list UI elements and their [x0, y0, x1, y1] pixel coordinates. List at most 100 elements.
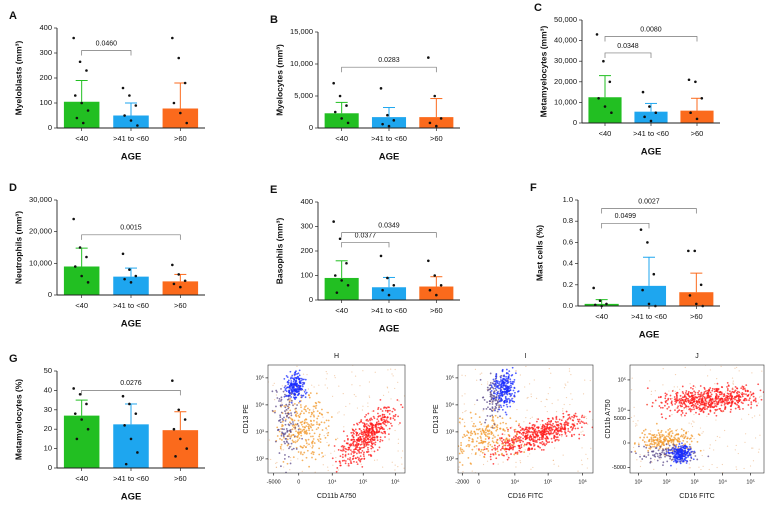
- event-dot: [362, 430, 365, 433]
- event-dot: [665, 393, 668, 396]
- data-point: [81, 121, 85, 125]
- event-dot: [371, 450, 373, 452]
- event-dot: [709, 444, 711, 446]
- event-dot: [341, 453, 344, 456]
- event-dot: [533, 436, 536, 439]
- event-dot: [571, 415, 573, 418]
- event-dot: [511, 374, 514, 376]
- event-dot: [667, 398, 669, 401]
- event-dot: [548, 427, 551, 430]
- event-dot: [639, 465, 642, 468]
- event-dot: [479, 430, 482, 433]
- event-dot: [708, 468, 710, 471]
- event-dot: [559, 429, 561, 432]
- data-point: [654, 111, 658, 114]
- event-dot: [346, 435, 349, 437]
- event-dot: [467, 456, 470, 459]
- event-dot: [665, 435, 668, 438]
- event-dot: [726, 386, 728, 388]
- event-dot: [357, 443, 360, 446]
- x-tick-label: >60: [174, 474, 187, 483]
- event-dot: [593, 405, 595, 407]
- event-dot: [513, 400, 516, 403]
- y-tick-label: 100: [39, 98, 52, 107]
- event-dot: [349, 460, 352, 463]
- event-dot: [304, 432, 306, 435]
- event-dot: [396, 399, 399, 401]
- event-dot: [283, 377, 286, 380]
- event-dot: [287, 395, 290, 397]
- event-dot: [503, 375, 506, 378]
- event-dot: [301, 446, 304, 449]
- event-dot: [343, 426, 345, 428]
- event-dot: [675, 461, 678, 464]
- event-dot: [517, 424, 520, 427]
- event-dot: [493, 390, 496, 393]
- event-dot: [480, 439, 483, 442]
- event-dot: [462, 450, 465, 452]
- bar: [371, 287, 407, 300]
- event-dot: [675, 468, 678, 470]
- event-dot: [701, 394, 703, 396]
- event-dot: [546, 425, 548, 428]
- event-dot: [682, 429, 685, 432]
- event-dot: [506, 440, 509, 442]
- event-dot: [330, 416, 333, 418]
- event-dot: [659, 436, 661, 439]
- y-tick-label: 1.0: [563, 195, 573, 204]
- event-dot: [494, 448, 497, 451]
- event-dot: [730, 405, 732, 408]
- event-dot: [547, 393, 549, 395]
- event-dot: [758, 396, 761, 398]
- event-dot: [363, 438, 365, 441]
- event-dot: [356, 463, 359, 466]
- event-dot: [490, 401, 493, 404]
- event-dot: [499, 427, 501, 430]
- event-dot: [306, 449, 309, 452]
- event-dot: [274, 411, 276, 414]
- data-point: [179, 285, 182, 289]
- event-dot: [271, 409, 274, 412]
- data-point: [123, 277, 126, 281]
- event-dot: [507, 377, 510, 380]
- event-dot: [658, 447, 661, 450]
- event-dot: [639, 436, 642, 439]
- event-dot: [570, 419, 572, 421]
- event-dot: [278, 419, 281, 422]
- event-dot: [336, 467, 339, 469]
- event-dot: [494, 447, 497, 450]
- event-dot: [715, 410, 717, 412]
- event-dot: [486, 415, 489, 417]
- event-dot: [321, 456, 323, 459]
- event-dot: [522, 440, 524, 443]
- event-dot: [689, 395, 692, 398]
- event-dot: [528, 437, 531, 440]
- event-dot: [676, 396, 678, 399]
- event-dot: [725, 402, 727, 405]
- event-dot: [662, 438, 665, 441]
- event-dot: [709, 411, 711, 413]
- event-dot: [343, 414, 345, 416]
- event-dot: [555, 431, 557, 434]
- event-dot: [546, 410, 548, 413]
- event-dot: [330, 452, 332, 454]
- event-dot: [512, 447, 514, 449]
- bar: [63, 101, 100, 128]
- event-dot: [651, 401, 654, 404]
- event-dot: [296, 394, 299, 397]
- event-dot: [656, 440, 658, 442]
- event-dot: [732, 380, 734, 382]
- event-dot: [713, 400, 716, 403]
- y-tick-label: 0: [48, 123, 52, 132]
- data-point: [428, 288, 432, 292]
- data-point: [597, 96, 600, 100]
- y-tick-label: 30,000: [554, 56, 577, 65]
- event-dot: [679, 445, 682, 448]
- event-dot: [657, 444, 660, 447]
- event-dot: [574, 412, 577, 415]
- event-dot: [289, 462, 292, 465]
- event-dot: [378, 431, 380, 434]
- event-dot: [661, 442, 664, 445]
- event-dot: [545, 440, 548, 443]
- event-dot: [662, 464, 664, 466]
